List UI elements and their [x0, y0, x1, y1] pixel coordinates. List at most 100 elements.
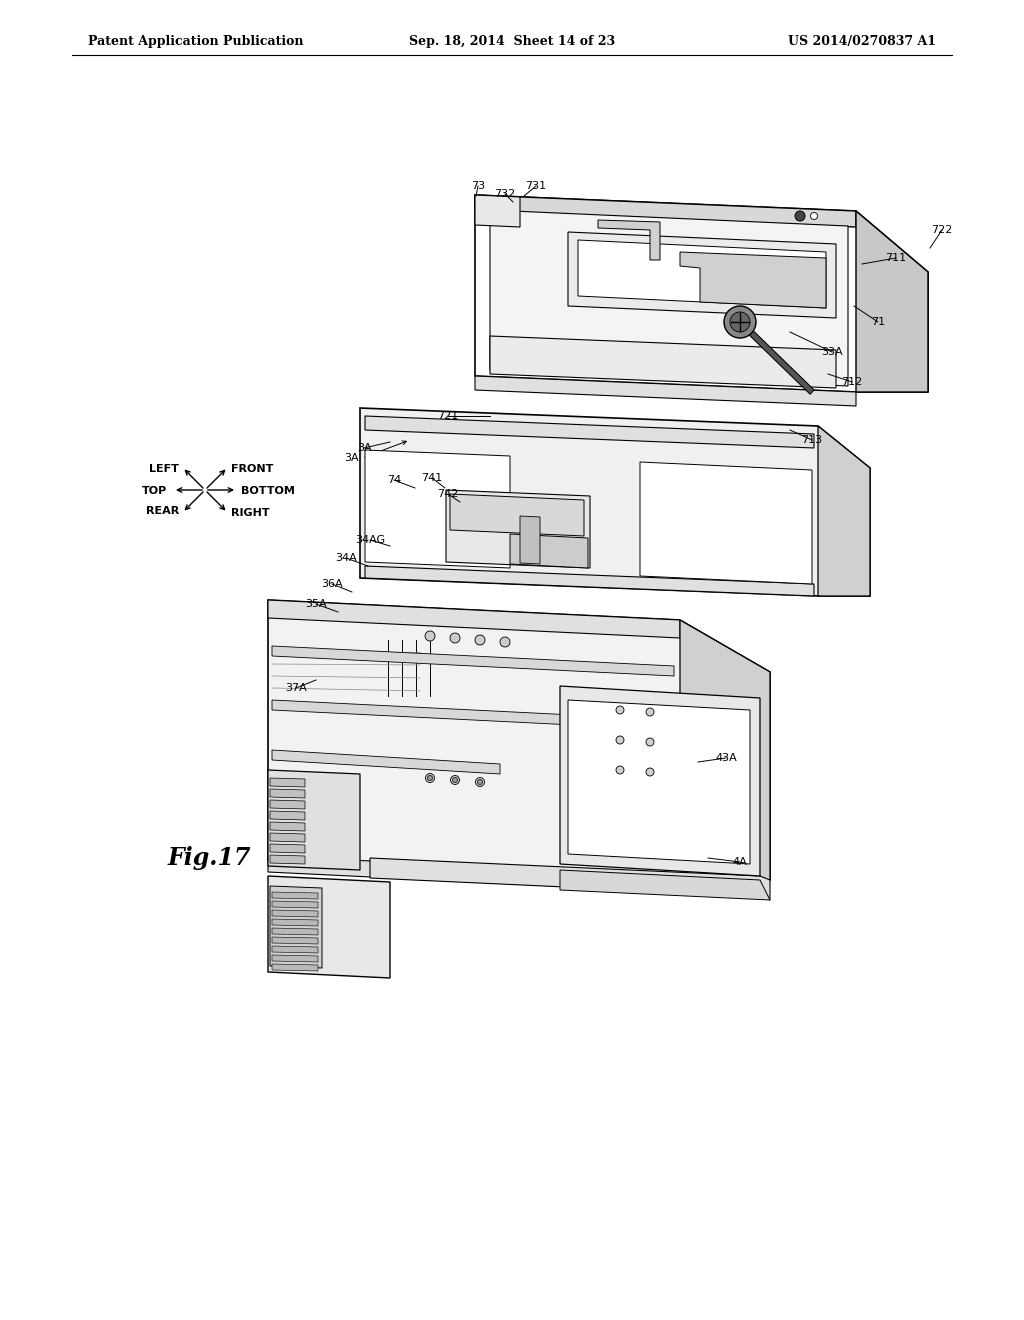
Text: 3A: 3A — [356, 444, 372, 453]
Circle shape — [477, 780, 482, 784]
Text: LEFT: LEFT — [150, 465, 179, 474]
Polygon shape — [568, 232, 836, 318]
Text: RIGHT: RIGHT — [231, 508, 269, 517]
Circle shape — [616, 706, 624, 714]
Polygon shape — [560, 870, 770, 900]
Polygon shape — [640, 462, 812, 583]
Polygon shape — [272, 902, 318, 908]
Text: 74: 74 — [387, 475, 401, 484]
Circle shape — [730, 312, 750, 333]
Polygon shape — [360, 408, 870, 597]
Text: 3A: 3A — [344, 453, 359, 463]
Polygon shape — [272, 954, 318, 962]
Text: 731: 731 — [525, 181, 547, 191]
Polygon shape — [268, 876, 390, 978]
Polygon shape — [370, 858, 770, 900]
Circle shape — [453, 777, 458, 783]
Polygon shape — [680, 252, 826, 308]
Polygon shape — [365, 416, 814, 447]
Polygon shape — [450, 494, 584, 536]
Circle shape — [616, 766, 624, 774]
Polygon shape — [272, 892, 318, 899]
Polygon shape — [365, 566, 814, 597]
Circle shape — [426, 774, 434, 783]
Polygon shape — [446, 490, 590, 568]
Polygon shape — [272, 946, 318, 953]
Text: BOTTOM: BOTTOM — [241, 486, 295, 496]
Text: TOP: TOP — [141, 486, 167, 496]
Polygon shape — [272, 750, 500, 774]
Polygon shape — [475, 195, 928, 392]
Circle shape — [451, 776, 460, 784]
Text: 742: 742 — [437, 488, 459, 499]
Polygon shape — [270, 822, 305, 832]
Text: 711: 711 — [886, 253, 906, 263]
Text: 33A: 33A — [821, 347, 843, 356]
Circle shape — [646, 708, 654, 715]
Circle shape — [646, 768, 654, 776]
Circle shape — [500, 638, 510, 647]
Polygon shape — [520, 516, 540, 564]
Polygon shape — [510, 535, 588, 568]
Polygon shape — [578, 240, 826, 308]
Circle shape — [724, 306, 756, 338]
Polygon shape — [475, 195, 856, 227]
Polygon shape — [268, 601, 680, 638]
Text: 722: 722 — [931, 224, 952, 235]
Polygon shape — [272, 645, 674, 676]
Polygon shape — [818, 426, 870, 597]
Polygon shape — [272, 937, 318, 944]
Circle shape — [425, 631, 435, 642]
Text: 43A: 43A — [715, 752, 737, 763]
Circle shape — [475, 777, 484, 787]
Text: 713: 713 — [802, 436, 822, 445]
Polygon shape — [268, 770, 360, 870]
Polygon shape — [490, 210, 848, 385]
Polygon shape — [268, 855, 680, 892]
Text: REAR: REAR — [145, 506, 179, 516]
Polygon shape — [272, 700, 674, 730]
Circle shape — [811, 213, 817, 219]
Text: 73: 73 — [471, 181, 485, 191]
Polygon shape — [270, 800, 305, 809]
Text: 35A: 35A — [305, 599, 327, 609]
Polygon shape — [568, 700, 750, 865]
Text: 71: 71 — [871, 317, 885, 327]
Text: 34A: 34A — [335, 553, 357, 564]
Polygon shape — [475, 195, 520, 227]
Polygon shape — [490, 337, 836, 388]
Text: 732: 732 — [495, 189, 516, 199]
Polygon shape — [272, 919, 318, 927]
Circle shape — [646, 738, 654, 746]
Text: US 2014/0270837 A1: US 2014/0270837 A1 — [788, 36, 936, 48]
Text: FRONT: FRONT — [231, 465, 273, 474]
Text: 712: 712 — [842, 378, 862, 387]
Text: Patent Application Publication: Patent Application Publication — [88, 36, 303, 48]
Circle shape — [475, 635, 485, 645]
Text: 36A: 36A — [322, 579, 343, 589]
Polygon shape — [270, 810, 305, 820]
Polygon shape — [272, 909, 318, 917]
Polygon shape — [856, 211, 928, 392]
Polygon shape — [268, 601, 770, 880]
Polygon shape — [272, 928, 318, 935]
Circle shape — [616, 737, 624, 744]
Text: 37A: 37A — [285, 682, 307, 693]
Polygon shape — [475, 376, 856, 407]
Polygon shape — [272, 964, 318, 972]
Polygon shape — [270, 886, 322, 968]
Circle shape — [450, 634, 460, 643]
Text: 34AG: 34AG — [355, 535, 385, 545]
Text: 741: 741 — [421, 473, 442, 483]
Polygon shape — [680, 620, 770, 880]
Text: Sep. 18, 2014  Sheet 14 of 23: Sep. 18, 2014 Sheet 14 of 23 — [409, 36, 615, 48]
Polygon shape — [270, 833, 305, 842]
Circle shape — [427, 776, 432, 780]
Text: Fig.17: Fig.17 — [168, 846, 252, 870]
Text: 721: 721 — [437, 411, 459, 421]
Polygon shape — [598, 220, 660, 260]
Circle shape — [795, 211, 805, 220]
Polygon shape — [560, 686, 760, 876]
Text: 4A: 4A — [732, 857, 748, 867]
Polygon shape — [270, 855, 305, 865]
